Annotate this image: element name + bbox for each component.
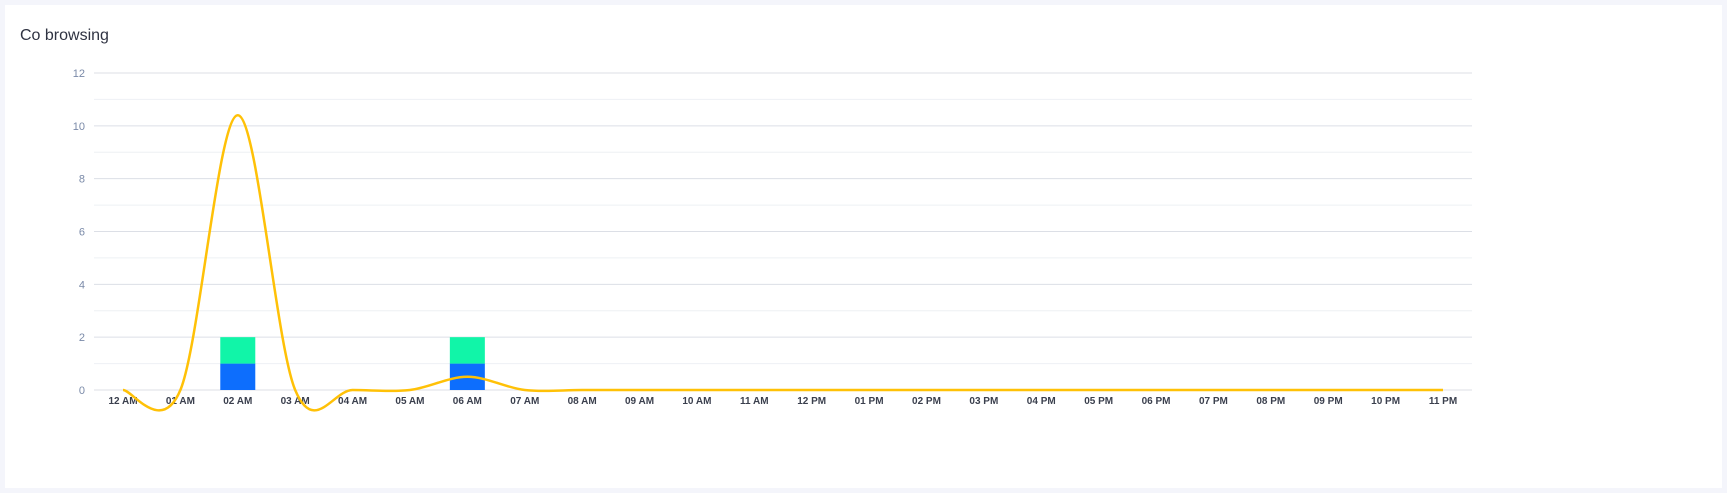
x-tick-label: 05 PM (1084, 396, 1113, 407)
x-tick-label: 08 PM (1256, 396, 1285, 407)
x-tick-label: 06 AM (453, 396, 482, 407)
x-tick-label: 10 PM (1371, 396, 1400, 407)
x-tick-label: 01 AM (166, 396, 195, 407)
bar-segment (449, 337, 485, 364)
x-tick-label: 09 PM (1314, 396, 1343, 407)
x-tick-label: 07 PM (1199, 396, 1228, 407)
series-line (122, 114, 1443, 412)
y-tick-label: 4 (79, 279, 85, 291)
y-tick-label: 10 (73, 121, 85, 133)
x-tick-label: 03 PM (969, 396, 998, 407)
x-tick-label: 12 AM (108, 396, 137, 407)
x-tick-label: 05 AM (395, 396, 424, 407)
y-tick-label: 8 (79, 174, 85, 186)
y-tick-label: 2 (79, 332, 85, 344)
bar-segment (220, 363, 256, 390)
x-tick-label: 06 PM (1142, 396, 1171, 407)
x-tick-label: 04 AM (338, 396, 367, 407)
x-tick-label: 11 AM (740, 396, 769, 407)
x-tick-label: 04 PM (1027, 396, 1056, 407)
chart-card: Co browsing 0 2 4 6 8 10 12 12 AM 01 AM 02 AM 03 A… (5, 5, 1722, 488)
y-tick-label: 6 (79, 227, 85, 239)
x-tick-label: 03 AM (281, 396, 310, 407)
y-tick-label: 12 (73, 68, 85, 80)
x-tick-label: 08 AM (568, 396, 597, 407)
co-browsing-chart: 0 2 4 6 8 10 12 12 AM 01 AM 02 AM 03 AM 04 AM 05 AM 0… (73, 68, 1472, 412)
x-tick-label: 11 PM (1429, 396, 1457, 407)
x-tick-label: 07 AM (510, 396, 539, 407)
chart-title: Co browsing (20, 27, 109, 44)
x-tick-label: 12 PM (797, 396, 826, 407)
y-tick-label: 0 (79, 385, 85, 397)
x-tick-label: 02 PM (912, 396, 941, 407)
x-tick-label: 10 AM (682, 396, 711, 407)
x-tick-label: 01 PM (855, 396, 884, 407)
bar-segment (220, 337, 256, 364)
x-tick-label: 09 AM (625, 396, 654, 407)
x-tick-label: 02 AM (223, 396, 252, 407)
